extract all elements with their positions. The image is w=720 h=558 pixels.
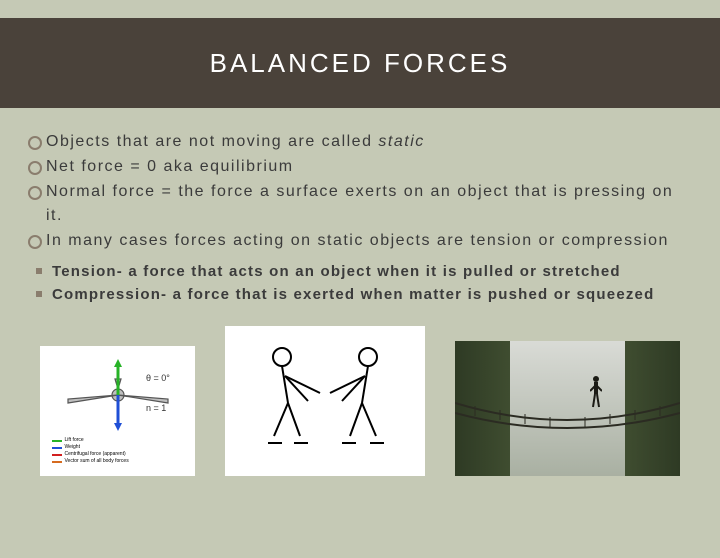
legend-label: Lift force [65,437,84,444]
person-icon [590,375,602,409]
sub-bullet-2: Compression- a force that is exerted whe… [36,283,692,306]
slide-title: BALANCED FORCES [210,48,511,79]
sub-bullet-list: Tension- a force that acts on an object … [36,260,692,307]
sub-bullet-1: Tension- a force that acts on an object … [36,260,692,283]
bullet-1: Objects that are not moving are called s… [28,130,692,155]
bullet-1-em: static [378,133,424,150]
main-bullet-list: Objects that are not moving are called s… [28,130,692,254]
airplane-svg: θ = 0° n = 1 [48,355,188,435]
skaters-svg [230,331,420,471]
legend-swatch-sum [52,461,62,463]
legend-row: Vector sum of all body forces [52,458,184,465]
plane-legend: Lift force Weight Centrifugal force (app… [48,435,188,467]
skaters-diagram [225,326,425,476]
theta-label: θ = 0° [146,373,170,383]
legend-label: Vector sum of all body forces [65,458,129,465]
bullet-3: Normal force = the force a surface exert… [28,180,692,230]
bullet-4: In many cases forces acting on static ob… [28,229,692,254]
rope-svg [455,399,680,437]
legend-row: Centrifugal force (apparent) [52,451,184,458]
image-row: θ = 0° n = 1 Lift force Weight Centrifug… [0,316,720,476]
legend-swatch-centrifugal [52,454,62,456]
title-bar: BALANCED FORCES [0,18,720,108]
legend-swatch-lift [52,440,62,442]
legend-row: Weight [52,444,184,451]
rope-bridge-photo [455,341,680,476]
legend-row: Lift force [52,437,184,444]
n-label: n = 1 [146,403,166,413]
bullet-1-text: Objects that are not moving are called [46,133,378,150]
legend-label: Weight [65,444,80,451]
airplane-forces-diagram: θ = 0° n = 1 Lift force Weight Centrifug… [40,346,195,476]
bullet-2: Net force = 0 aka equilibrium [28,155,692,180]
legend-label: Centrifugal force (apparent) [65,451,126,458]
content-area: Objects that are not moving are called s… [0,108,720,316]
legend-swatch-weight [52,447,62,449]
